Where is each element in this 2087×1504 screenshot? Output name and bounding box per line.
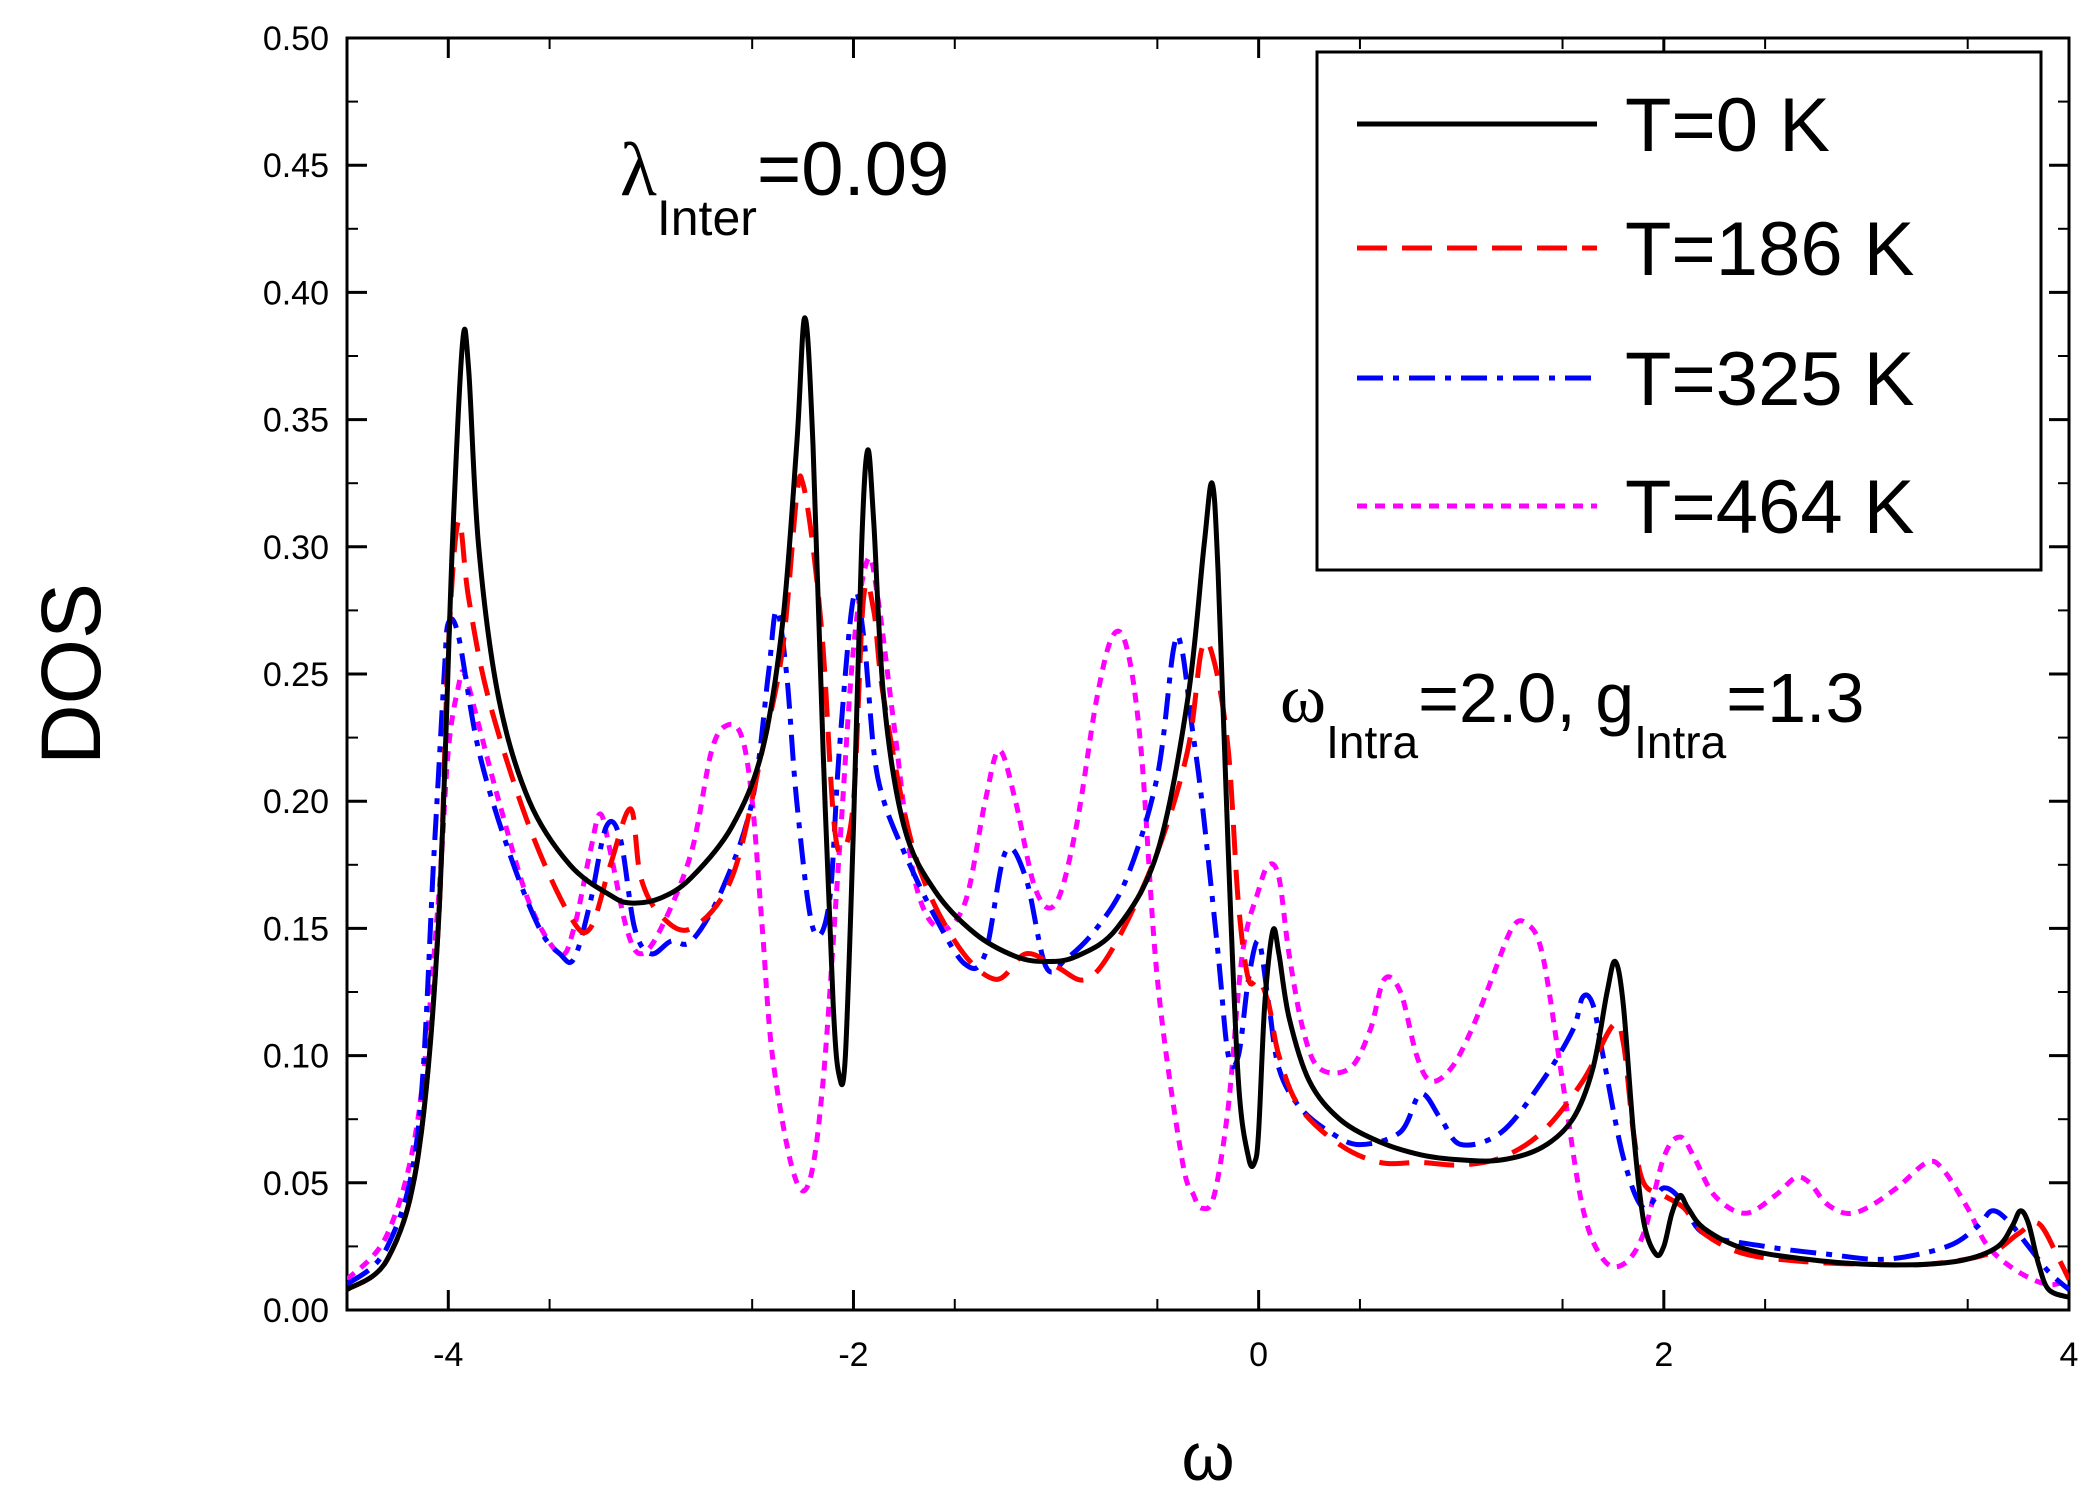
series-line-1 [347,315,2069,1300]
g-value: =1.3 [1726,659,1864,737]
y-tick-label: 0.50 [263,20,329,58]
y-tick-label: 0.40 [263,274,329,312]
x-tick-label: 4 [2060,1336,2079,1374]
lambda-value: =0.09 [757,127,949,212]
legend-label-3: T=325 K [1625,337,1914,422]
series-line-4 [347,555,2069,1288]
g-subscript: Intra [1634,716,1726,768]
y-tick-label: 0.05 [263,1165,329,1203]
x-tick-label: -2 [838,1336,868,1374]
x-tick-label: 0 [1249,1336,1268,1374]
y-tick-label: 0.10 [263,1038,329,1076]
x-tick-label: -4 [433,1336,463,1374]
legend-label-4: T=464 K [1625,465,1914,550]
y-axis-title: DOS [24,583,118,765]
y-tick-label: 0.25 [263,656,329,694]
x-axis-ticks: -4 -2 0 2 4 [346,38,2079,1374]
lambda-symbol: λ [620,128,657,212]
y-tick-label: 0.00 [263,1292,329,1330]
legend-label-1: T=0 K [1625,83,1830,168]
x-tick-label: 2 [1654,1336,1673,1374]
x-axis-title: ω [1181,1419,1234,1495]
omega-annotation: ωIntra=2.0, gIntra=1.3 [1280,659,1864,768]
y-axis-ticks: 0.00 0.05 0.10 0.15 0.20 0.25 0.30 0.35 0.40 0.45… [263,20,2069,1330]
y-tick-label: 0.15 [263,910,329,948]
omega-value: =2.0, g [1418,659,1634,737]
series-lines [347,315,2069,1300]
legend-label-2: T=186 K [1625,207,1914,292]
series-line-3 [347,589,2069,1292]
series-line-2 [347,473,2069,1292]
y-tick-label: 0.45 [263,147,329,185]
y-tick-label: 0.35 [263,402,329,440]
lambda-annotation: λInter=0.09 [620,127,949,246]
y-tick-label: 0.20 [263,783,329,821]
omega-symbol: ω [1280,661,1326,738]
omega-subscript: Intra [1326,716,1418,768]
y-tick-label: 0.30 [263,529,329,567]
legend-box [1315,50,2043,572]
lambda-subscript: Inter [657,190,757,246]
legend: T=0 K T=186 K T=325 K T=464 K [1315,50,2043,572]
legend-items: T=0 K T=186 K T=325 K T=464 K [1357,83,1914,550]
